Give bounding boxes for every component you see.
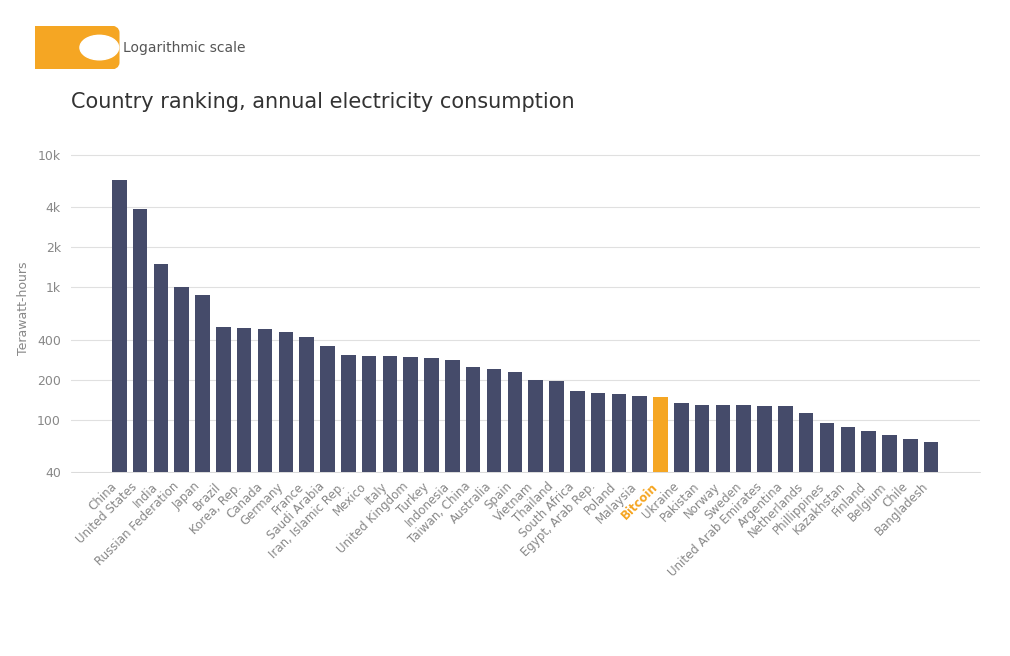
Bar [924,441,938,656]
Bar [799,413,813,656]
FancyBboxPatch shape [25,25,119,70]
Bar [862,431,876,656]
Bar [674,403,689,656]
Bar [632,396,647,656]
Bar [445,360,460,656]
Bar [258,329,273,656]
Bar [195,295,210,656]
Bar [112,180,126,656]
Bar [882,435,897,656]
Bar [237,328,251,656]
Bar [758,406,772,656]
Bar [424,358,438,656]
Bar [653,397,668,656]
Bar [591,392,605,656]
Bar [903,438,917,656]
Bar [341,354,356,656]
Bar [778,406,793,656]
Bar [549,381,564,656]
Bar [154,264,169,656]
Y-axis label: Terawatt-hours: Terawatt-hours [17,262,30,355]
Bar [820,422,834,656]
Bar [466,367,481,656]
Bar [279,333,293,656]
Bar [716,405,730,656]
Bar [383,356,397,656]
Text: Country ranking, annual electricity consumption: Country ranking, annual electricity cons… [71,92,575,112]
Bar [507,372,522,656]
Bar [320,346,334,656]
Circle shape [80,35,119,60]
Text: Logarithmic scale: Logarithmic scale [123,41,245,54]
Bar [612,394,626,656]
Bar [570,391,585,656]
Bar [528,380,543,656]
Bar [362,356,377,656]
Bar [736,405,751,656]
Bar [403,358,418,656]
Bar [299,337,314,656]
Bar [695,405,709,656]
Bar [175,287,189,656]
Bar [216,327,230,656]
Bar [840,427,855,656]
Bar [487,369,501,656]
Bar [133,209,147,656]
